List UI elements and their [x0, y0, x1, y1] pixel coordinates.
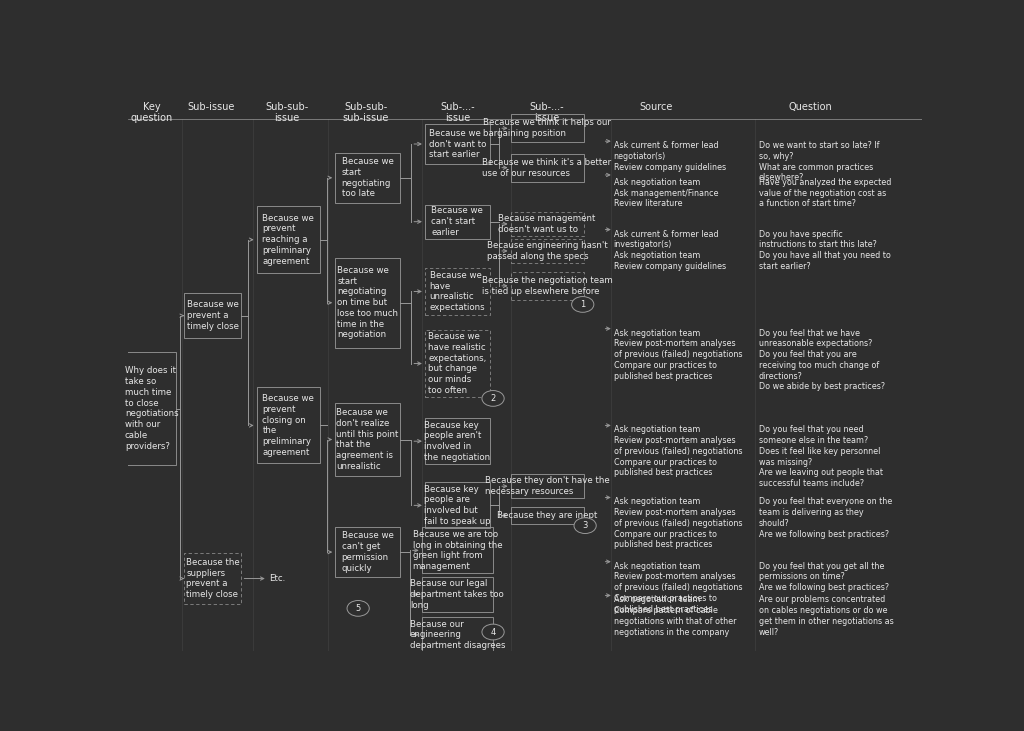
Text: 4: 4: [490, 627, 496, 637]
Text: Sub-...-
issue: Sub-...- issue: [529, 102, 564, 124]
Text: Because we
prevent a
timely close: Because we prevent a timely close: [187, 300, 239, 331]
Text: Because we
have realistic
expectations,
but change
our minds
too often: Because we have realistic expectations, …: [428, 332, 486, 395]
Text: 5: 5: [355, 604, 360, 613]
Text: Source: Source: [639, 102, 673, 112]
Text: 2: 2: [490, 394, 496, 403]
Text: Ask negotiation team
Ask management/Finance
Review literature: Ask negotiation team Ask management/Fina…: [613, 178, 718, 208]
Text: Because the negotiation team
is tied up elsewhere before: Because the negotiation team is tied up …: [481, 276, 612, 296]
Text: Because key
people are
involved but
fail to speak up: Because key people are involved but fail…: [424, 485, 490, 526]
Text: Do we want to start so late? If
so, why?
What are common practices
elsewhere?: Do we want to start so late? If so, why?…: [759, 141, 880, 183]
Text: Ask negotiation team
Review post-mortem analyses
of previous (failed) negotiatio: Ask negotiation team Review post-mortem …: [613, 498, 742, 550]
Circle shape: [571, 297, 594, 312]
Text: Sub-sub-
sub-issue: Sub-sub- sub-issue: [343, 102, 389, 124]
Circle shape: [574, 518, 596, 534]
Text: Because they don't have the
necessary resources: Because they don't have the necessary re…: [484, 477, 609, 496]
Circle shape: [482, 624, 504, 640]
Text: Sub-sub-
issue: Sub-sub- issue: [265, 102, 308, 124]
Text: Do you feel that you get all the
permissions on time?
Are we following best prac: Do you feel that you get all the permiss…: [759, 561, 889, 592]
Text: Because management
doesn't want us to: Because management doesn't want us to: [499, 214, 596, 234]
Text: 1: 1: [581, 300, 586, 309]
Text: Ask negotiation team
Review post-mortem analyses
of previous (failed) negotiatio: Ask negotiation team Review post-mortem …: [613, 561, 742, 613]
Text: Because they are inept: Because they are inept: [497, 511, 597, 520]
Text: Do you feel that we have
unreasonable expectations?
Do you feel that you are
rec: Do you feel that we have unreasonable ex…: [759, 329, 885, 391]
Text: Because we
start
negotiating
too late: Because we start negotiating too late: [342, 157, 393, 198]
Text: Because our
engineering
department disagrees: Because our engineering department disag…: [410, 620, 505, 650]
Text: Question: Question: [788, 102, 833, 112]
Text: Because key
people aren't
involved in
the negotiation: Because key people aren't involved in th…: [424, 420, 490, 462]
Text: Because engineering hasn't
passed along the specs: Because engineering hasn't passed along …: [486, 241, 607, 261]
Circle shape: [347, 600, 370, 616]
Text: Because we
start
negotiating
on time but
lose too much
time in the
negotiation: Because we start negotiating on time but…: [337, 266, 398, 339]
Text: Etc.: Etc.: [269, 574, 286, 583]
Text: Because the
suppliers
prevent a
timely close: Because the suppliers prevent a timely c…: [186, 558, 240, 599]
Text: 3: 3: [583, 521, 588, 530]
Text: Because we think it's a better
use of our resources: Because we think it's a better use of ou…: [482, 158, 611, 178]
Text: Do you feel that you need
someone else in the team?
Does it feel like key person: Do you feel that you need someone else i…: [759, 425, 883, 488]
Text: Because we
don't realize
until this point
that the
agreement is
unrealistic: Because we don't realize until this poin…: [337, 408, 399, 471]
Text: Key
question: Key question: [131, 102, 173, 124]
Text: Sub-issue: Sub-issue: [187, 102, 236, 112]
Text: Because we
can't get
permission
quickly: Because we can't get permission quickly: [342, 531, 393, 572]
Text: Because we are too
long in obtaining the
green light from
management: Because we are too long in obtaining the…: [413, 530, 502, 571]
Text: Because we
don't want to
start earlier: Because we don't want to start earlier: [429, 129, 486, 159]
Text: Do you have specific
instructions to start this late?
Do you have all that you n: Do you have specific instructions to sta…: [759, 230, 891, 270]
Text: Have you analyzed the expected
value of the negotiation cost as
a function of st: Have you analyzed the expected value of …: [759, 178, 891, 208]
Text: Because we
can't start
earlier: Because we can't start earlier: [431, 206, 483, 237]
Text: Ask current & former lead
investigator(s)
Ask negotiation team
Review company gu: Ask current & former lead investigator(s…: [613, 230, 726, 270]
Text: Sub-...-
issue: Sub-...- issue: [440, 102, 475, 124]
Circle shape: [482, 390, 504, 406]
Text: Why does it
take so
much time
to close
negotiations
with our
cable
providers?: Why does it take so much time to close n…: [125, 366, 178, 451]
Text: Ask current & former lead
negotiator(s)
Review company guidelines: Ask current & former lead negotiator(s) …: [613, 141, 726, 172]
Text: Ask negotiation team
Review post-mortem analyses
of previous (failed) negotiatio: Ask negotiation team Review post-mortem …: [613, 329, 742, 381]
Text: Because we
prevent
closing on
the
preliminary
agreement: Because we prevent closing on the prelim…: [262, 394, 314, 457]
Text: Ask negotiation team
Compare pattern of cable
negotiations with that of other
ne: Ask negotiation team Compare pattern of …: [613, 596, 736, 637]
Text: Do you feel that everyone on the
team is delivering as they
should?
Are we follo: Do you feel that everyone on the team is…: [759, 498, 892, 539]
Text: Because our legal
department takes too
long: Because our legal department takes too l…: [411, 579, 504, 610]
Text: Because we think it helps our
bargaining position: Because we think it helps our bargaining…: [483, 118, 611, 138]
Text: Are our problems concentrated
on cables negotiations or do we
get them in other : Are our problems concentrated on cables …: [759, 596, 894, 637]
Text: Because we
have
unrealistic
expectations: Because we have unrealistic expectations: [429, 271, 485, 312]
Text: Ask negotiation team
Review post-mortem analyses
of previous (failed) negotiatio: Ask negotiation team Review post-mortem …: [613, 425, 742, 477]
Text: Because we
prevent
reaching a
preliminary
agreement: Because we prevent reaching a preliminar…: [262, 213, 314, 265]
